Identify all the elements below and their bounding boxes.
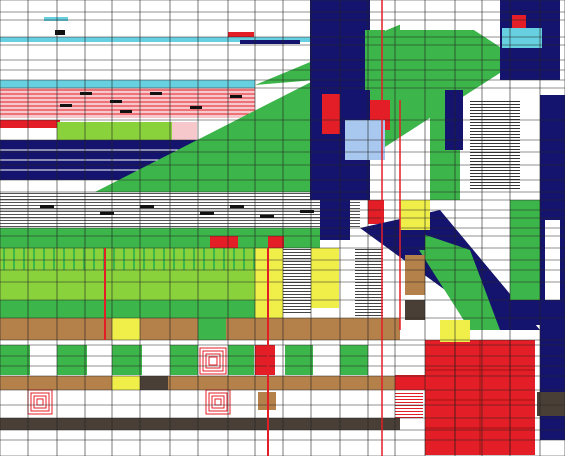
lightgreen-row-2 [0,270,255,300]
navy-edge [540,95,565,200]
brown-cell [170,376,198,390]
cyan-band-2 [0,80,255,90]
black-dash [60,104,72,107]
nested-square [199,347,227,375]
cyan-top-right [502,28,542,48]
black-dash [190,106,202,109]
green-square [228,345,254,375]
black-dash [230,95,242,98]
navy-cell [405,230,425,250]
yellow-cell [112,318,140,340]
yellow-column-2 [311,248,339,308]
dark-right [405,300,425,320]
green-triangle [95,80,315,192]
green-square [57,345,87,375]
brown-band-2 [0,376,400,390]
green-square [0,345,30,375]
nested-square [33,395,47,409]
green-square [285,345,313,375]
black-dash [200,212,214,215]
black-dash [40,205,54,208]
green-row-1 [0,228,320,248]
black-dash [230,205,244,208]
cyan-dash [44,17,68,21]
red-square-tr [512,15,526,29]
nested-square [211,395,225,409]
hatched-panel [470,100,520,190]
green-row-2 [0,300,255,318]
black-dash [150,92,162,95]
light-green-bar [57,122,172,140]
brown-right [405,255,425,295]
white-square [30,345,57,375]
nested-square [205,353,221,369]
yellow-cell-2 [112,376,140,390]
green-tall [510,200,540,300]
black-dash [80,92,92,95]
black-dash [55,30,65,35]
yellow-right [400,200,430,230]
nested-square [208,392,228,412]
nested-square [202,350,224,372]
green-diagonal [405,228,500,330]
green-square [112,345,142,375]
green-square [170,345,198,375]
nested-square [208,356,218,366]
nested-square [30,392,50,412]
black-dash [110,100,122,103]
black-dash [100,212,114,215]
green-cell [198,318,226,340]
navy-block [510,300,540,325]
red-dash [228,32,254,37]
navy-dash [240,40,300,44]
top-strip [0,12,310,16]
cyan-band [0,37,310,42]
green-square [340,345,368,375]
red-column [255,345,275,375]
red-block [322,94,340,134]
dark-edge [537,392,565,416]
dark-bottom-band [0,418,400,430]
red-accent [210,236,238,248]
dark-cell [140,376,168,390]
red-small [395,375,425,390]
black-dash [140,205,154,208]
red-accent [268,236,284,248]
red-bar-left [0,120,60,128]
pink-cell [172,122,197,140]
black-dash [300,210,314,213]
black-dash [120,110,132,113]
black-dash [260,215,274,218]
